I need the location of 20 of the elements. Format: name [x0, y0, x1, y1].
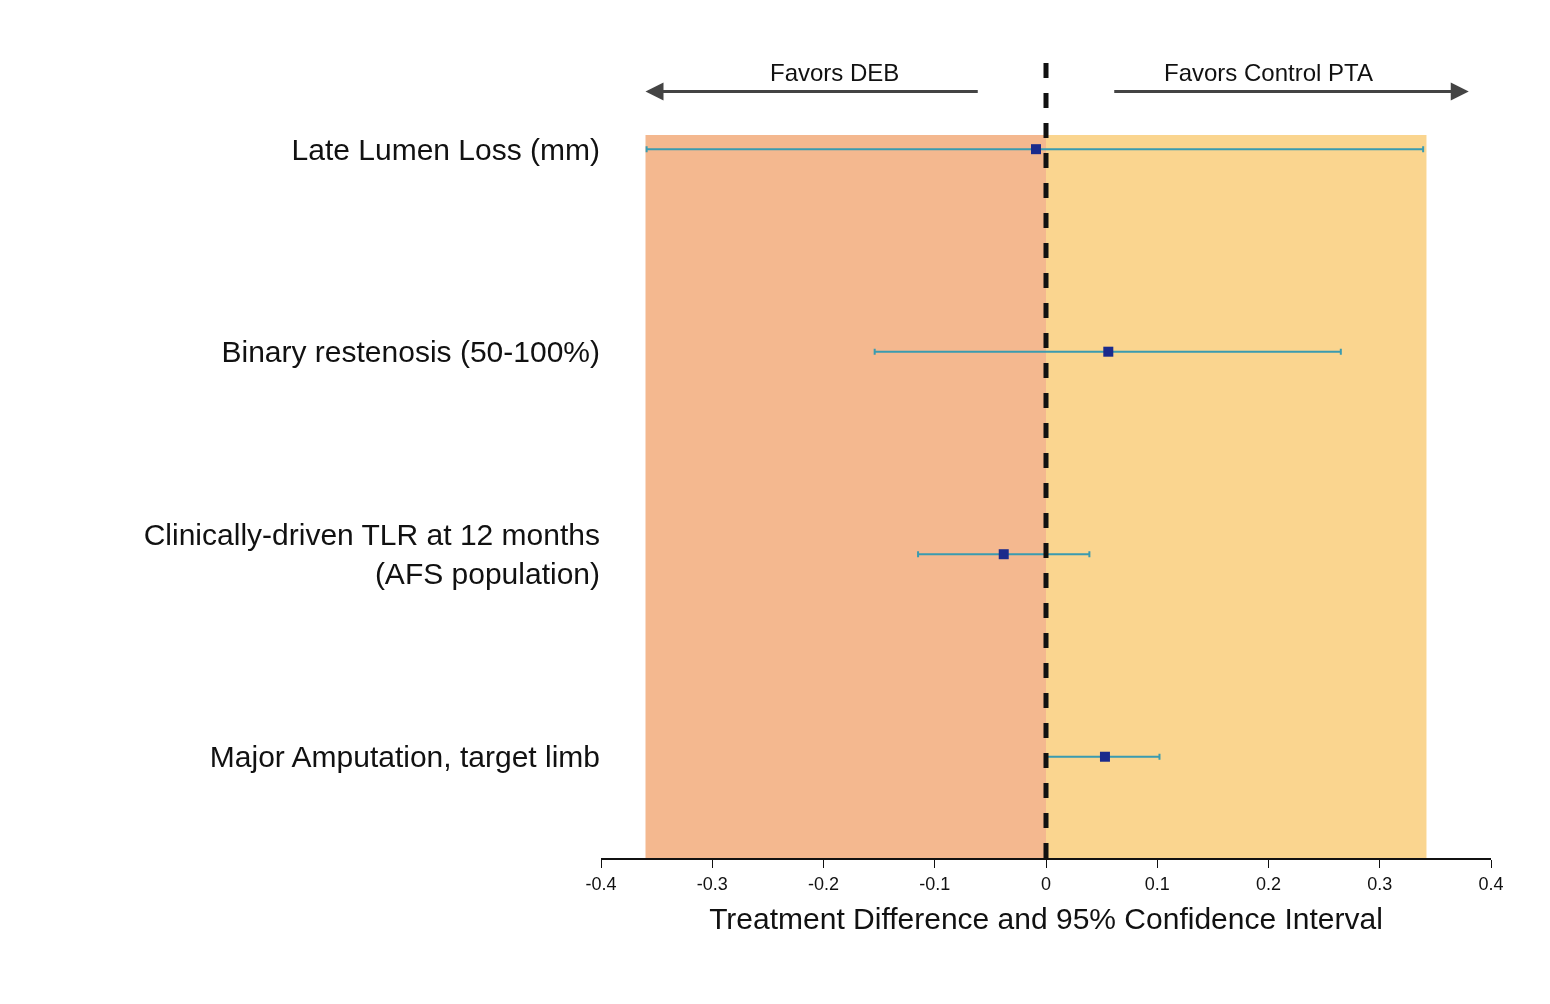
point [1103, 346, 1114, 357]
x-tick-label: -0.2 [807, 873, 840, 894]
x-tick-label: 0.1 [1144, 873, 1170, 894]
x-tick-label: 0.4 [1478, 873, 1504, 894]
x-tick-label: -0.4 [585, 873, 617, 894]
x-tick-label: -0.3 [696, 873, 728, 894]
text: Favors DEB [770, 59, 900, 86]
x-tick-label: 0.3 [1367, 873, 1393, 894]
x-tick-label: 0.2 [1255, 873, 1282, 894]
y-tick-label: Clinically-driven TLR at 12 months (AFS population) [143, 518, 600, 591]
point [998, 549, 1009, 560]
x-tick-label: 0 [1040, 873, 1052, 894]
point [1099, 751, 1110, 762]
y-tick-label: Late Lumen Loss (mm) [291, 132, 600, 166]
point [1030, 144, 1041, 155]
y-tick-label: Major Amputation, target limb [209, 740, 600, 774]
x-axis-title: Treatment Difference and 95% Confidence Interval [709, 901, 1383, 935]
text: Favors Control PTA [1164, 59, 1373, 86]
x-tick-label: -0.1 [919, 873, 951, 894]
y-tick-label: Binary restenosis (50-100%) [221, 335, 600, 369]
